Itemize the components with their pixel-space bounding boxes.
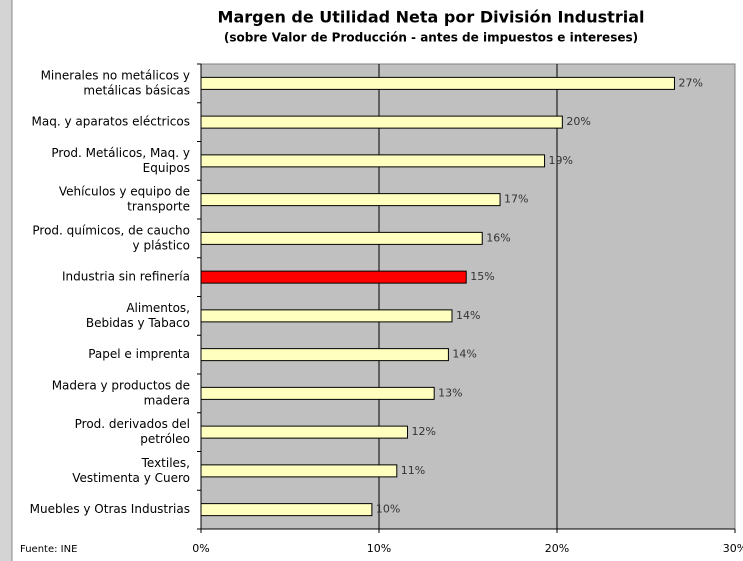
y-tick-label: transporte (127, 200, 190, 214)
x-tick-label: 20% (545, 542, 569, 555)
bar (200, 76, 675, 90)
value-label: 15% (470, 270, 494, 283)
y-tick-label: petróleo (140, 432, 190, 446)
x-tick-label: 30% (723, 542, 743, 555)
x-tick-label: 0% (192, 542, 209, 555)
plot-area (200, 63, 736, 530)
bar (200, 503, 373, 517)
bar (200, 425, 408, 439)
bar (200, 115, 563, 129)
x-tick-label: 10% (367, 542, 391, 555)
y-tick-label: Prod. derivados del (75, 417, 190, 431)
y-tick-label: Industria sin refinería (62, 270, 190, 284)
left-strip (0, 0, 12, 561)
y-tick-label: Alimentos, (126, 301, 190, 315)
value-label: 20% (566, 115, 590, 128)
value-label: 14% (456, 309, 480, 322)
y-tick-label: y plástico (133, 238, 190, 252)
y-tick-label: Vestimenta y Cuero (72, 471, 190, 485)
bar (200, 270, 467, 284)
y-tick-label: Textiles, (141, 456, 190, 470)
value-label: 10% (376, 503, 400, 516)
chart-subtitle: (sobre Valor de Producción - antes de im… (224, 31, 638, 45)
bar (200, 231, 483, 245)
value-label: 11% (401, 464, 425, 477)
bar (200, 464, 398, 478)
value-label: 14% (452, 348, 476, 361)
value-label: 27% (678, 76, 702, 89)
value-label: 12% (411, 425, 435, 438)
bar (200, 386, 435, 400)
y-tick-label: Muebles y Otras Industrias (30, 502, 190, 516)
value-label: 13% (438, 386, 462, 399)
chart-title: Margen de Utilidad Neta por División Ind… (218, 8, 645, 27)
y-tick-label: Vehículos y equipo de (59, 185, 190, 199)
y-tick-label: Maq. y aparatos eléctricos (32, 115, 190, 129)
value-label: 16% (486, 231, 510, 244)
value-label: 17% (504, 193, 528, 206)
y-tick-label: Bebidas y Tabaco (86, 316, 190, 330)
source: Fuente: INE (20, 544, 77, 555)
y-tick-label: metálicas básicas (83, 83, 190, 97)
y-tick-label: Minerales no metálicos y (41, 68, 190, 82)
bar (200, 348, 449, 362)
y-tick-label: Papel e imprenta (88, 347, 190, 361)
bar (200, 309, 453, 323)
bar (200, 154, 546, 168)
y-tick-label: Prod. químicos, de caucho (32, 223, 190, 237)
bar (200, 193, 501, 207)
value-label: 19% (549, 154, 573, 167)
y-tick-label: Madera y productos de (52, 378, 190, 392)
y-tick-label: Prod. Metálicos, Maq. y (51, 146, 190, 160)
y-tick-label: madera (144, 393, 190, 407)
y-tick-label: Equipos (143, 161, 190, 175)
